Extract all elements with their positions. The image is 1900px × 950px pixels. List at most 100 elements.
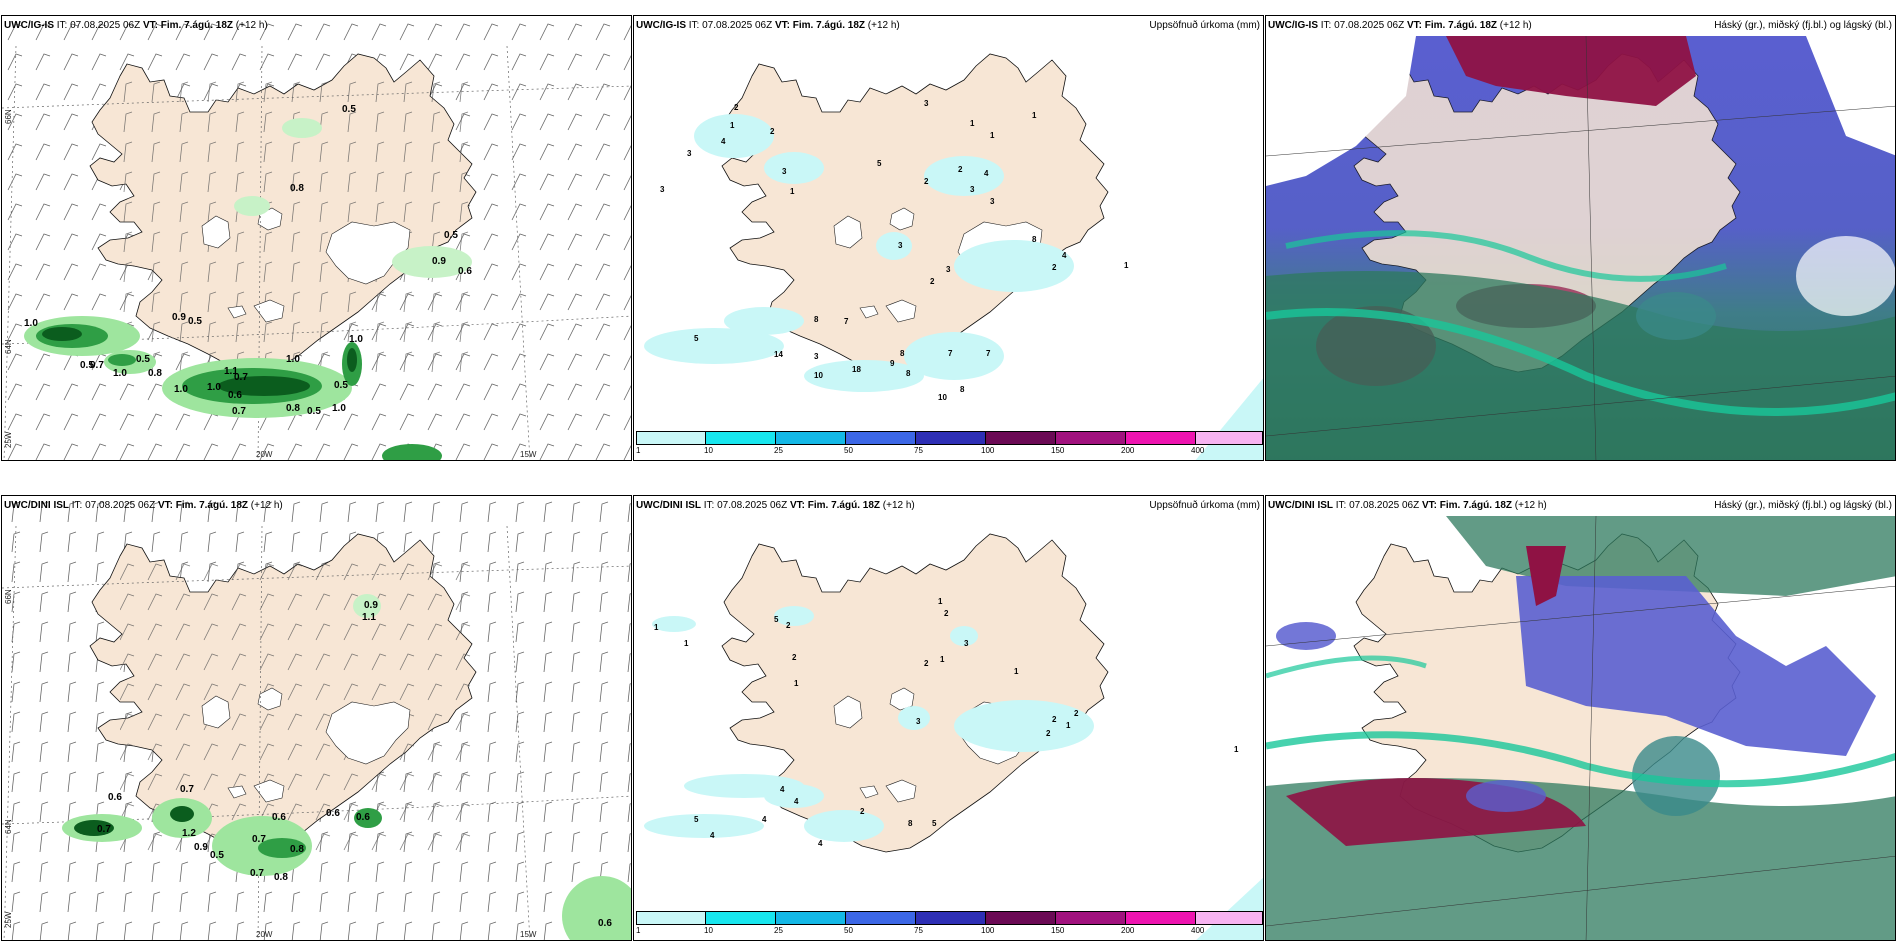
precip-areas xyxy=(62,594,631,940)
svg-text:0.7: 0.7 xyxy=(90,360,104,371)
svg-text:1.0: 1.0 xyxy=(174,384,188,395)
colorbar-tick: 400 xyxy=(1191,926,1205,935)
svg-text:1.0: 1.0 xyxy=(207,382,221,393)
svg-text:3: 3 xyxy=(660,185,665,194)
svg-text:0.6: 0.6 xyxy=(458,266,472,277)
colorbar: 1 10 25 50 75 100 150 200 400 xyxy=(636,431,1263,457)
lat-label-64n: 64N xyxy=(4,819,13,834)
panel-header: UWC/DINI ISL IT: 07.08.2025 06Z VT: Fim.… xyxy=(1268,500,1547,511)
svg-text:2: 2 xyxy=(1052,715,1057,724)
svg-text:2: 2 xyxy=(792,653,797,662)
svg-text:4: 4 xyxy=(762,815,767,824)
map-accum-precip: 3 4 1 2 2 5 3 1 3 3 1 1 2 1 2 4 3 3 3 2 … xyxy=(644,53,1263,460)
svg-text:1: 1 xyxy=(730,121,735,130)
svg-text:1: 1 xyxy=(654,623,659,632)
colorbar-box-150 xyxy=(1056,431,1126,445)
svg-text:0.5: 0.5 xyxy=(136,354,150,365)
svg-text:1.2: 1.2 xyxy=(182,828,196,839)
precip-values: 1 5 2 1 3 2 1 2 1 1 2 1 3 1 2 2 2 1 4 4 … xyxy=(654,597,1239,848)
svg-text:0.7: 0.7 xyxy=(250,868,264,879)
svg-text:2: 2 xyxy=(930,277,935,286)
colorbar-box-25 xyxy=(776,431,846,445)
precip-values: 3 4 1 2 2 5 3 1 3 3 1 1 2 1 2 4 3 3 3 2 … xyxy=(660,99,1129,402)
colorbar-tick: 150 xyxy=(1051,926,1065,935)
panel-header: UWC/DINI ISL IT: 07.08.2025 06Z VT: Fim.… xyxy=(4,500,283,511)
colorbar-tick: 150 xyxy=(1051,446,1065,455)
svg-text:1.0: 1.0 xyxy=(332,403,346,414)
colorbar-tick: 25 xyxy=(774,446,783,455)
colorbar-tick: 1 xyxy=(636,446,641,455)
svg-text:1.0: 1.0 xyxy=(113,368,127,379)
svg-text:0.6: 0.6 xyxy=(272,812,286,823)
svg-text:0.9: 0.9 xyxy=(364,600,378,611)
svg-text:5: 5 xyxy=(694,334,699,343)
svg-text:7: 7 xyxy=(844,317,849,326)
svg-text:2: 2 xyxy=(1046,729,1051,738)
svg-text:0.8: 0.8 xyxy=(286,403,300,414)
cloud-areas xyxy=(1266,36,1895,460)
colorbar-box-200 xyxy=(1126,911,1196,925)
svg-text:0.6: 0.6 xyxy=(598,918,612,929)
svg-text:3: 3 xyxy=(898,241,903,250)
svg-text:0.6: 0.6 xyxy=(356,812,370,823)
svg-text:1.0: 1.0 xyxy=(286,354,300,365)
svg-text:0.5: 0.5 xyxy=(80,360,94,371)
svg-text:1: 1 xyxy=(794,679,799,688)
svg-text:5: 5 xyxy=(774,615,779,624)
svg-text:4: 4 xyxy=(780,785,785,794)
colorbar-box-100 xyxy=(986,431,1056,445)
svg-text:2: 2 xyxy=(944,609,949,618)
colorbar-box-100 xyxy=(986,911,1056,925)
colorbar-tick: 1 xyxy=(636,926,641,935)
svg-text:0.9: 0.9 xyxy=(172,312,186,323)
svg-text:1: 1 xyxy=(1066,721,1071,730)
svg-text:0.5: 0.5 xyxy=(188,316,202,327)
svg-text:7: 7 xyxy=(986,349,991,358)
map-wind-precip: 0.5 0.8 0.5 0.6 0.9 0.5 1.0 0.5 1.0 0.7 … xyxy=(2,16,631,460)
svg-text:0.5: 0.5 xyxy=(342,104,356,115)
colorbar-box-1 xyxy=(636,431,706,445)
panel-title-precip: Uppsöfnuð úrkoma (mm) xyxy=(1149,20,1260,31)
svg-text:9: 9 xyxy=(890,359,895,368)
svg-text:18: 18 xyxy=(852,365,861,374)
svg-text:3: 3 xyxy=(964,639,969,648)
panel-header: UWC/IG-IS IT: 07.08.2025 06Z VT: Fim. 7.… xyxy=(1268,20,1532,31)
svg-text:0.8: 0.8 xyxy=(148,368,162,379)
svg-text:8: 8 xyxy=(908,819,913,828)
svg-text:1: 1 xyxy=(790,187,795,196)
svg-text:0.8: 0.8 xyxy=(274,872,288,883)
svg-text:2: 2 xyxy=(924,659,929,668)
svg-text:1.1: 1.1 xyxy=(362,612,376,623)
panel-wind-precip-bottom: UWC/DINI ISL IT: 07.08.2025 06Z VT: Fim.… xyxy=(1,495,632,941)
svg-text:1: 1 xyxy=(1124,261,1129,270)
svg-text:2: 2 xyxy=(958,165,963,174)
svg-text:8: 8 xyxy=(1032,235,1037,244)
svg-text:3: 3 xyxy=(782,167,787,176)
panel-header: UWC/IG-IS IT: 07.08.2025 06Z VT: Fim. 7.… xyxy=(4,20,268,31)
svg-text:8: 8 xyxy=(906,369,911,378)
svg-text:3: 3 xyxy=(924,99,929,108)
svg-text:2: 2 xyxy=(860,807,865,816)
panel-wind-precip-top: UWC/IG-IS IT: 07.08.2025 06Z VT: Fim. 7.… xyxy=(1,15,632,461)
svg-text:1: 1 xyxy=(1014,667,1019,676)
svg-text:3: 3 xyxy=(814,352,819,361)
svg-text:1: 1 xyxy=(970,119,975,128)
svg-text:3: 3 xyxy=(687,149,692,158)
svg-text:0.7: 0.7 xyxy=(252,834,266,845)
svg-text:4: 4 xyxy=(1062,251,1067,260)
panel-cloud-top: UWC/IG-IS IT: 07.08.2025 06Z VT: Fim. 7.… xyxy=(1265,15,1896,461)
colorbar-box-75 xyxy=(916,431,986,445)
colorbar-box-25 xyxy=(776,911,846,925)
precip-areas xyxy=(24,118,472,460)
svg-text:5: 5 xyxy=(877,159,882,168)
colorbar-tick: 200 xyxy=(1121,926,1135,935)
map-accum-precip: 1 5 2 1 3 2 1 2 1 1 2 1 3 1 2 2 2 1 4 4 … xyxy=(644,533,1263,940)
svg-text:1.0: 1.0 xyxy=(24,318,38,329)
lat-label-64n: 64N xyxy=(4,339,13,354)
svg-text:2: 2 xyxy=(770,127,775,136)
svg-text:8: 8 xyxy=(960,385,965,394)
colorbar-box-10 xyxy=(706,431,776,445)
lon-label-15w: 15W xyxy=(520,930,537,939)
svg-text:3: 3 xyxy=(916,717,921,726)
panel-title-cloud: Háský (gr.), miðský (fj.bl.) og lágský (… xyxy=(1714,20,1892,31)
